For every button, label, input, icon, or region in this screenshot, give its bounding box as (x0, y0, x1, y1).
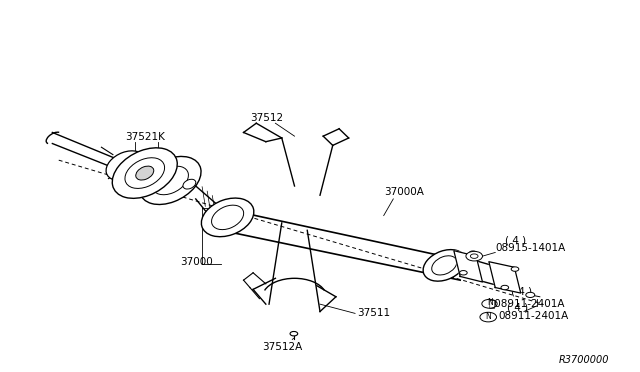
Circle shape (466, 251, 483, 261)
Text: R3700000: R3700000 (559, 355, 609, 365)
Ellipse shape (460, 270, 467, 275)
Circle shape (470, 254, 478, 259)
Ellipse shape (432, 256, 457, 275)
Text: 37000A: 37000A (384, 187, 424, 197)
Text: ( 4 ): ( 4 ) (505, 235, 526, 245)
Ellipse shape (501, 285, 509, 290)
Text: ( 4 ): ( 4 ) (511, 287, 532, 297)
Circle shape (482, 299, 497, 308)
Ellipse shape (290, 331, 298, 336)
Text: 37511: 37511 (357, 308, 390, 318)
Ellipse shape (469, 251, 477, 256)
Ellipse shape (125, 158, 164, 188)
Text: 37512A: 37512A (262, 338, 303, 352)
Text: 37512: 37512 (250, 113, 283, 123)
Polygon shape (454, 251, 483, 282)
Ellipse shape (106, 151, 145, 180)
Text: 37521K: 37521K (125, 132, 166, 142)
Ellipse shape (423, 250, 465, 281)
Circle shape (480, 312, 497, 322)
Ellipse shape (112, 148, 177, 198)
Ellipse shape (140, 157, 201, 205)
Ellipse shape (202, 198, 254, 237)
Text: 37000: 37000 (180, 257, 212, 267)
Text: 08911-2401A: 08911-2401A (499, 311, 569, 321)
Text: ( 4 ): ( 4 ) (507, 302, 528, 312)
Text: N: N (487, 298, 493, 307)
Ellipse shape (212, 205, 244, 230)
Ellipse shape (136, 166, 154, 180)
Ellipse shape (152, 166, 188, 195)
Ellipse shape (526, 292, 535, 298)
Text: N: N (486, 312, 492, 321)
Ellipse shape (183, 179, 196, 189)
Text: 08915-1401A: 08915-1401A (495, 243, 566, 253)
Polygon shape (489, 262, 521, 293)
Ellipse shape (511, 267, 519, 271)
Text: ⓝ08911-2401A: ⓝ08911-2401A (489, 298, 565, 308)
